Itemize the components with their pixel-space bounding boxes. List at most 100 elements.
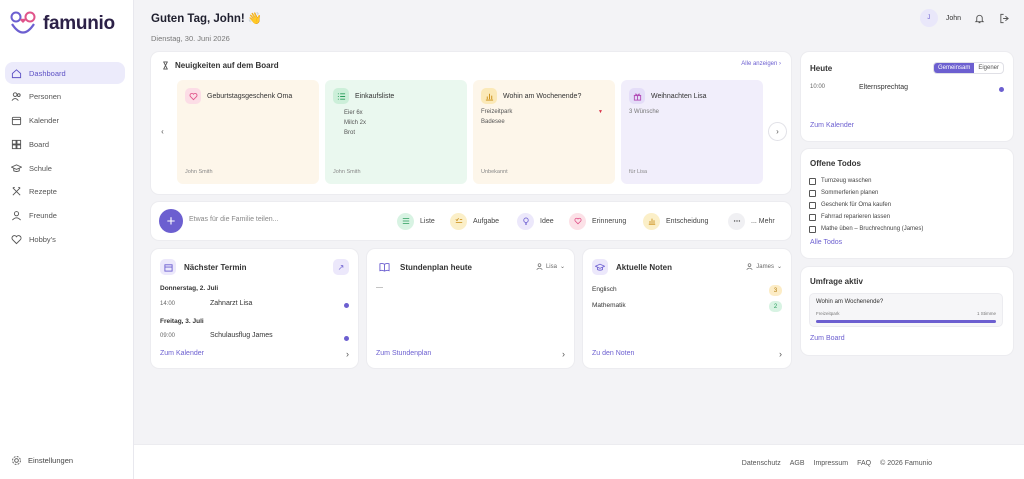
- page-title: Guten Tag, John! 👋: [151, 13, 263, 25]
- chevron-right-icon[interactable]: ›: [346, 349, 349, 359]
- book-icon: [376, 259, 392, 275]
- board-icon: [11, 139, 22, 149]
- todo-item[interactable]: Mathe üben – Bruchrechnung (James): [809, 223, 923, 235]
- sidebar-item-freunde[interactable]: Freunde: [5, 205, 125, 227]
- board-card-line: Eier 6x: [344, 110, 363, 116]
- todo-checkbox[interactable]: [809, 201, 816, 209]
- chip-erinnerung[interactable]: Erinnerung: [569, 211, 626, 231]
- day-label: Freitag, 3. Juli: [160, 318, 204, 325]
- footer-link-agb[interactable]: AGB: [789, 460, 805, 467]
- footer-link-faq[interactable]: FAQ: [857, 460, 872, 467]
- sidebar-item-rezepte[interactable]: Rezepte: [5, 181, 125, 203]
- todo-item[interactable]: Turnzeug waschen: [809, 175, 923, 187]
- board-card-title: Weihnachten Lisa: [651, 92, 707, 100]
- todo-list: Turnzeug waschen Sommerferien planen Ges…: [809, 175, 923, 235]
- bell-icon[interactable]: [974, 13, 985, 24]
- card-title: Stundenplan heute: [400, 262, 472, 272]
- chip-entscheidung[interactable]: Entscheidung: [643, 211, 708, 231]
- poll-box[interactable]: Wohin am Wochenende? Freizeitpark 1 Stim…: [809, 293, 1003, 327]
- sidebar-item-label: Board: [29, 139, 50, 149]
- avatar[interactable]: J: [919, 9, 938, 27]
- board-card-line: Brot: [344, 130, 356, 136]
- chevron-right-icon[interactable]: ›: [562, 349, 565, 359]
- user-name[interactable]: John: [945, 14, 961, 22]
- todo-checkbox[interactable]: [809, 189, 816, 197]
- chevron-right-icon[interactable]: ›: [779, 349, 782, 359]
- todo-label: Geschenk für Oma kaufen: [821, 202, 892, 208]
- famunio-logo-icon: [10, 11, 36, 34]
- todo-item[interactable]: Geschenk für Oma kaufen: [809, 199, 923, 211]
- footer: Datenschutz AGB Impressum FAQ © 2026 Fam…: [134, 444, 1024, 479]
- prev-arrow-icon[interactable]: ‹: [161, 127, 164, 136]
- list-icon: [333, 88, 349, 104]
- chip-idee[interactable]: Idee: [517, 211, 554, 231]
- board-link[interactable]: Zum Board: [810, 335, 845, 342]
- board-card[interactable]: Wohin am Wochenende? Freizeitpark Badese…: [473, 80, 615, 184]
- todo-item[interactable]: Fahrrad reparieren lassen: [809, 211, 923, 223]
- sidebar-item-schule[interactable]: Schule: [5, 157, 125, 179]
- settings-label: Einstellungen: [28, 456, 74, 465]
- footer-link-impressum[interactable]: Impressum: [813, 460, 849, 467]
- todo-item[interactable]: Sommerferien planen: [809, 187, 923, 199]
- event-title[interactable]: Schulausflug James: [210, 332, 273, 339]
- calendar-link[interactable]: Zum Kalender: [160, 350, 204, 357]
- event-title[interactable]: Elternsprechtag: [859, 84, 909, 91]
- timetable-link[interactable]: Zum Stundenplan: [376, 350, 432, 357]
- composer: + Etwas für die Familie teilen... Liste …: [151, 202, 791, 240]
- todo-checkbox[interactable]: [809, 213, 816, 221]
- sidebar-item-dashboard[interactable]: Dashboard: [5, 62, 125, 84]
- calendar-link[interactable]: Zum Kalender: [810, 122, 854, 129]
- logout-icon[interactable]: [999, 13, 1010, 24]
- users-icon: [11, 92, 21, 102]
- board-card[interactable]: Weihnachten Lisa 3 Wünsche für Lisa: [621, 80, 763, 184]
- card-title: Aktuelle Noten: [616, 262, 673, 272]
- composer-input[interactable]: Etwas für die Familie teilen...: [189, 216, 279, 223]
- chip-liste[interactable]: Liste: [397, 211, 435, 231]
- sidebar-item-hobbys[interactable]: Hobby's: [5, 229, 125, 251]
- settings-link[interactable]: Einstellungen: [11, 455, 73, 466]
- event-title[interactable]: Zahnarzt Lisa: [210, 300, 253, 307]
- add-post-button[interactable]: +: [159, 209, 183, 233]
- card-title: Offene Todos: [810, 159, 861, 168]
- chip-label: Idee: [540, 217, 554, 225]
- sidebar-item-personen[interactable]: Personen: [5, 86, 125, 108]
- chip-label: ... Mehr: [751, 217, 775, 225]
- board-card-author: John Smith: [333, 169, 361, 175]
- sidebar-item-label: Freunde: [29, 211, 57, 221]
- show-all-link[interactable]: Alle anzeigen ›: [741, 61, 781, 67]
- toggle-eigener[interactable]: Eigener: [978, 65, 999, 71]
- logo[interactable]: famunio: [9, 11, 115, 37]
- board-section: Neuigkeiten auf dem Board Alle anzeigen …: [151, 52, 791, 194]
- poll-bar-fill: [816, 320, 996, 323]
- next-arrow-icon[interactable]: ›: [769, 123, 786, 140]
- todo-checkbox[interactable]: [809, 225, 816, 233]
- day-label: Donnerstag, 2. Juli: [160, 285, 219, 292]
- board-card[interactable]: Geburtstagsgeschenk Oma John Smith: [177, 80, 319, 184]
- chip-label: Entscheidung: [666, 217, 709, 225]
- sidebar-item-label: Personen: [29, 92, 62, 102]
- view-toggle: Gemeinsam Eigener: [932, 62, 1004, 74]
- footer-link-datenschutz[interactable]: Datenschutz: [741, 460, 781, 467]
- person-select[interactable]: Lisa ⌄: [536, 263, 565, 270]
- open-calendar-icon[interactable]: ↗: [333, 259, 349, 275]
- person-select[interactable]: James ⌄: [746, 263, 782, 270]
- chevron-down-icon: ⌄: [776, 264, 782, 270]
- more-icon: [728, 212, 745, 230]
- board-card[interactable]: Einkaufsliste Eier 6x Milch 2x Brot John…: [325, 80, 467, 184]
- sidebar-item-kalender[interactable]: Kalender: [5, 110, 125, 132]
- chip-mehr[interactable]: ... Mehr: [728, 211, 775, 231]
- current-date: Dienstag, 30. Juni 2026: [151, 34, 230, 43]
- todo-checkbox[interactable]: [809, 177, 816, 185]
- todos-link[interactable]: Alle Todos: [810, 239, 843, 246]
- event-time: 09:00: [160, 333, 176, 339]
- grade-badge: 2: [769, 301, 782, 312]
- event-dot: [344, 303, 349, 308]
- sidebar-item-board[interactable]: Board: [5, 133, 125, 155]
- todo-label: Mathe üben – Bruchrechnung (James): [821, 226, 924, 232]
- chart-icon: [643, 212, 660, 230]
- grades-link[interactable]: Zu den Noten: [592, 350, 635, 357]
- sidebar-nav: Dashboard Personen Kalender Board Schule…: [5, 62, 125, 252]
- poll-leading-marker-icon: ▼: [598, 109, 603, 115]
- chip-aufgabe[interactable]: Aufgabe: [450, 211, 499, 231]
- toggle-gemeinsam[interactable]: Gemeinsam: [933, 63, 975, 73]
